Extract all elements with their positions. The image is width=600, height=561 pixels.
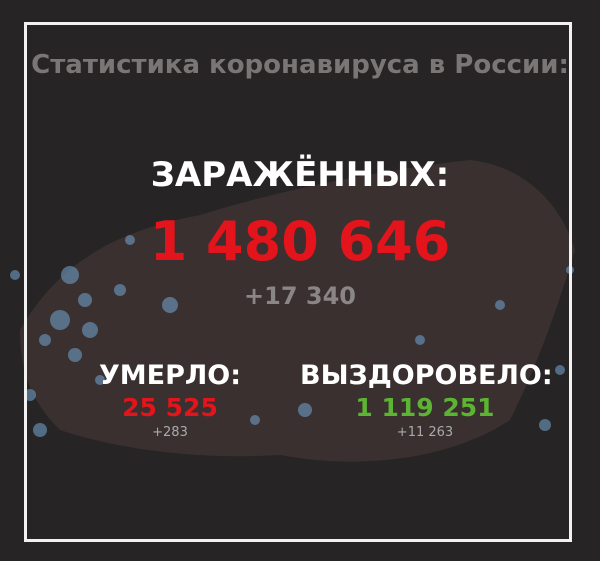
border-frame: [24, 22, 572, 542]
recovered-value: 1 119 251: [355, 393, 495, 422]
deaths-value: 25 525: [122, 393, 218, 422]
infected-delta: +17 340: [244, 282, 356, 310]
recovered-label: ВЫЗДОРОВЕЛО:: [300, 360, 553, 391]
deaths-label: УМЕРЛО:: [98, 360, 242, 391]
recovered-delta: +11 263: [396, 425, 454, 440]
infected-label: ЗАРАЖЁННЫХ:: [150, 155, 450, 195]
deaths-delta: +283: [152, 425, 188, 440]
title: Статистика коронавируса в России:: [31, 50, 569, 80]
infected-value: 1 480 646: [149, 210, 451, 273]
